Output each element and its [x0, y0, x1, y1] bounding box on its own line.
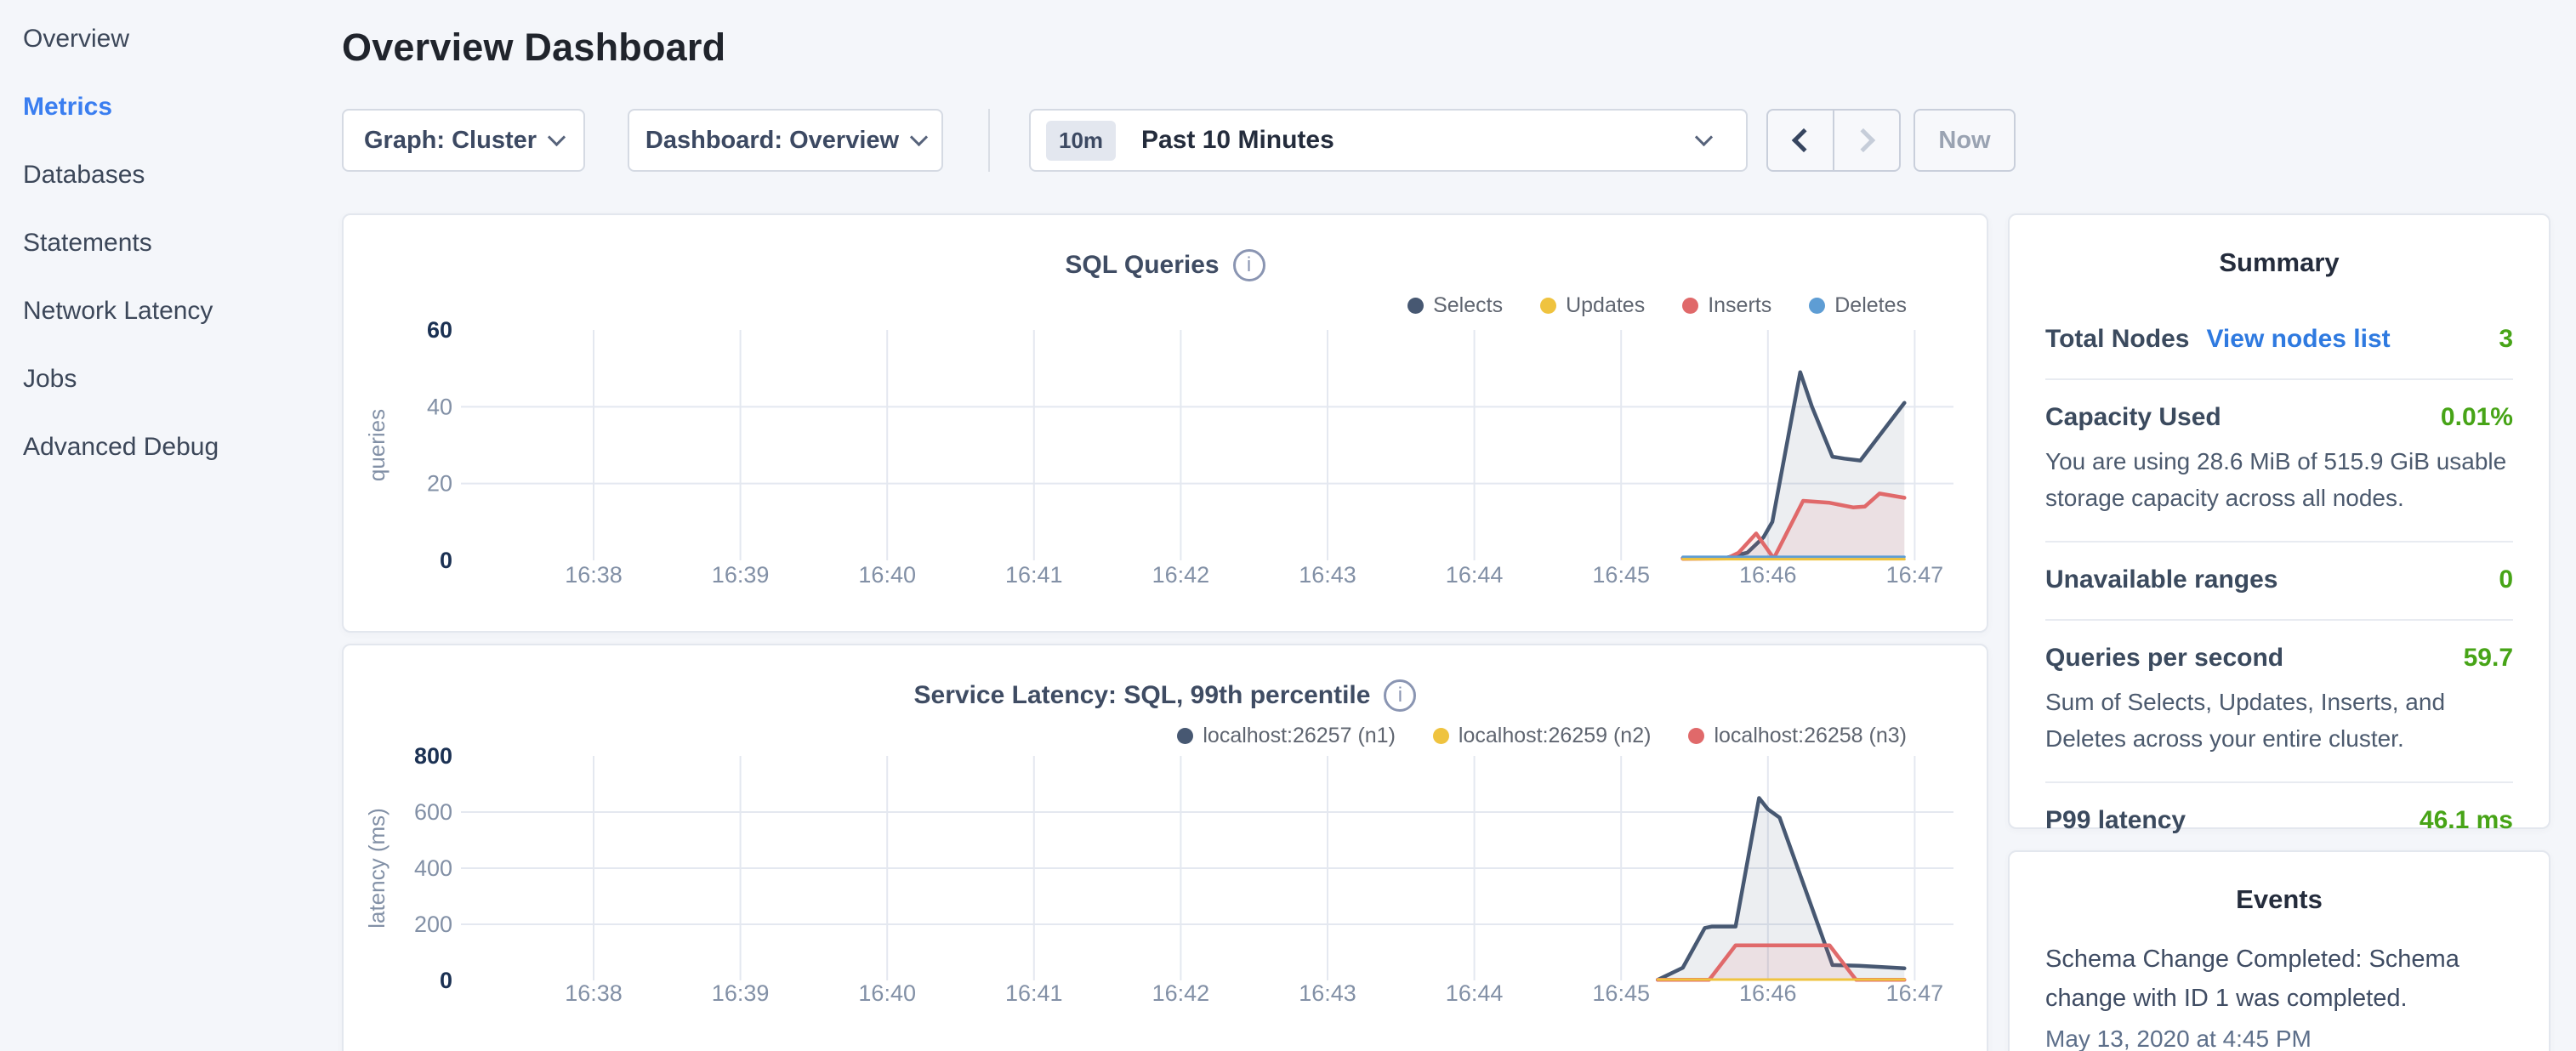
total-nodes-label: Total Nodes: [2045, 325, 2189, 354]
total-nodes-value: 3: [2499, 325, 2513, 354]
sidebar-item-jobs[interactable]: Jobs: [0, 345, 333, 413]
summary-heading: Summary: [2010, 215, 2549, 293]
svg-text:60: 60: [427, 317, 452, 343]
time-prev-button[interactable]: [1768, 111, 1833, 170]
p99-latency-label: P99 latency: [2045, 806, 2186, 835]
event-item-text[interactable]: Schema Change Completed: Schema change w…: [2010, 915, 2549, 1019]
unavailable-ranges-label: Unavailable ranges: [2045, 565, 2277, 594]
page-title: Overview Dashboard: [342, 26, 725, 70]
event-item-timestamp: May 13, 2020 at 4:45 PM: [2010, 1019, 2549, 1051]
svg-text:16:39: 16:39: [712, 980, 770, 1006]
svg-text:600: 600: [414, 799, 452, 825]
chevron-down-icon: [910, 128, 928, 145]
graph-dropdown-label: Graph: Cluster: [364, 127, 537, 155]
svg-text:16:38: 16:38: [565, 980, 623, 1006]
service-latency-chart-card: Service Latency: SQL, 99th percentile i …: [342, 644, 1988, 1051]
svg-text:16:43: 16:43: [1299, 562, 1356, 588]
sql-queries-plot: 0 20 40 60 16:38 16:39 16:40 16:41 16:42 16:43 16:…: [344, 215, 1990, 634]
svg-text:16:38: 16:38: [565, 562, 623, 588]
svg-text:16:46: 16:46: [1739, 562, 1797, 588]
summary-row-capacity: Capacity Used 0.01% You are using 28.6 M…: [2045, 378, 2513, 541]
controls-divider: [988, 109, 990, 172]
svg-text:40: 40: [427, 394, 452, 419]
capacity-used-desc: You are using 28.6 MiB of 515.9 GiB usab…: [2045, 444, 2513, 516]
sidebar-item-metrics[interactable]: Metrics: [0, 73, 333, 141]
svg-text:16:41: 16:41: [1005, 980, 1063, 1006]
sidebar-item-network-latency[interactable]: Network Latency: [0, 277, 333, 345]
svg-text:0: 0: [440, 548, 452, 573]
svg-text:16:43: 16:43: [1299, 980, 1356, 1006]
sql-queries-chart-card: SQL Queries i SelectsUpdatesInsertsDelet…: [342, 213, 1988, 633]
unavailable-ranges-value: 0: [2499, 565, 2513, 594]
svg-text:queries: queries: [364, 409, 390, 481]
sidebar-item-statements[interactable]: Statements: [0, 209, 333, 277]
events-panel: Events Schema Change Completed: Schema c…: [2008, 850, 2550, 1051]
svg-text:16:40: 16:40: [858, 562, 916, 588]
svg-text:16:40: 16:40: [858, 980, 916, 1006]
svg-text:16:41: 16:41: [1005, 562, 1063, 588]
sidebar-item-overview[interactable]: Overview: [0, 5, 333, 73]
capacity-used-value: 0.01%: [2441, 403, 2513, 432]
svg-text:16:46: 16:46: [1739, 980, 1797, 1006]
svg-text:16:44: 16:44: [1446, 562, 1504, 588]
service-latency-plot: 0 200 400 600 800 16:38 16:39 16:40 16:41 16:42 16…: [344, 645, 1990, 1051]
dashboard-dropdown-label: Dashboard: Overview: [645, 127, 899, 155]
svg-text:16:39: 16:39: [712, 562, 770, 588]
sidebar-item-databases[interactable]: Databases: [0, 141, 333, 209]
chevron-down-icon: [1695, 128, 1713, 145]
summary-row-unavailable-ranges: Unavailable ranges 0: [2045, 541, 2513, 619]
qps-label: Queries per second: [2045, 644, 2283, 673]
svg-text:16:47: 16:47: [1886, 980, 1944, 1006]
svg-text:16:45: 16:45: [1592, 562, 1650, 588]
svg-text:16:47: 16:47: [1886, 562, 1944, 588]
chevron-right-icon: [1851, 128, 1875, 152]
summary-row-p99: P99 latency 46.1 ms: [2045, 781, 2513, 860]
p99-latency-value: 46.1 ms: [2420, 806, 2513, 835]
qps-value: 59.7: [2464, 644, 2513, 673]
capacity-used-label: Capacity Used: [2045, 403, 2221, 432]
svg-text:200: 200: [414, 912, 452, 937]
sidebar: Overview Metrics Databases Statements Ne…: [0, 5, 333, 481]
summary-panel: Summary Total Nodes View nodes list 3 Ca…: [2008, 213, 2550, 829]
svg-text:16:44: 16:44: [1446, 980, 1504, 1006]
sidebar-item-advanced-debug[interactable]: Advanced Debug: [0, 413, 333, 481]
graph-dropdown[interactable]: Graph: Cluster: [342, 109, 585, 172]
events-heading: Events: [2010, 852, 2549, 915]
now-button[interactable]: Now: [1914, 109, 2016, 172]
qps-desc: Sum of Selects, Updates, Inserts, and De…: [2045, 685, 2513, 757]
chevron-down-icon: [548, 128, 566, 145]
svg-text:16:45: 16:45: [1592, 980, 1650, 1006]
svg-text:16:42: 16:42: [1152, 562, 1210, 588]
view-nodes-list-link[interactable]: View nodes list: [2206, 325, 2390, 354]
dashboard-dropdown[interactable]: Dashboard: Overview: [628, 109, 943, 172]
time-range-label: Past 10 Minutes: [1141, 126, 1334, 155]
time-range-badge: 10m: [1046, 121, 1116, 161]
time-range-selector[interactable]: 10m Past 10 Minutes: [1029, 109, 1748, 172]
summary-row-total-nodes: Total Nodes View nodes list 3: [2045, 302, 2513, 378]
app-root: Overview Metrics Databases Statements Ne…: [0, 0, 2576, 1051]
svg-text:800: 800: [414, 743, 452, 769]
svg-text:latency (ms): latency (ms): [364, 808, 390, 929]
summary-row-qps: Queries per second 59.7 Sum of Selects, …: [2045, 619, 2513, 781]
svg-text:400: 400: [414, 855, 452, 881]
chevron-left-icon: [1792, 128, 1816, 152]
time-next-button[interactable]: [1833, 111, 1899, 170]
svg-text:20: 20: [427, 471, 452, 497]
svg-text:0: 0: [440, 968, 452, 993]
svg-text:16:42: 16:42: [1152, 980, 1210, 1006]
time-step-buttons: [1766, 109, 1901, 172]
